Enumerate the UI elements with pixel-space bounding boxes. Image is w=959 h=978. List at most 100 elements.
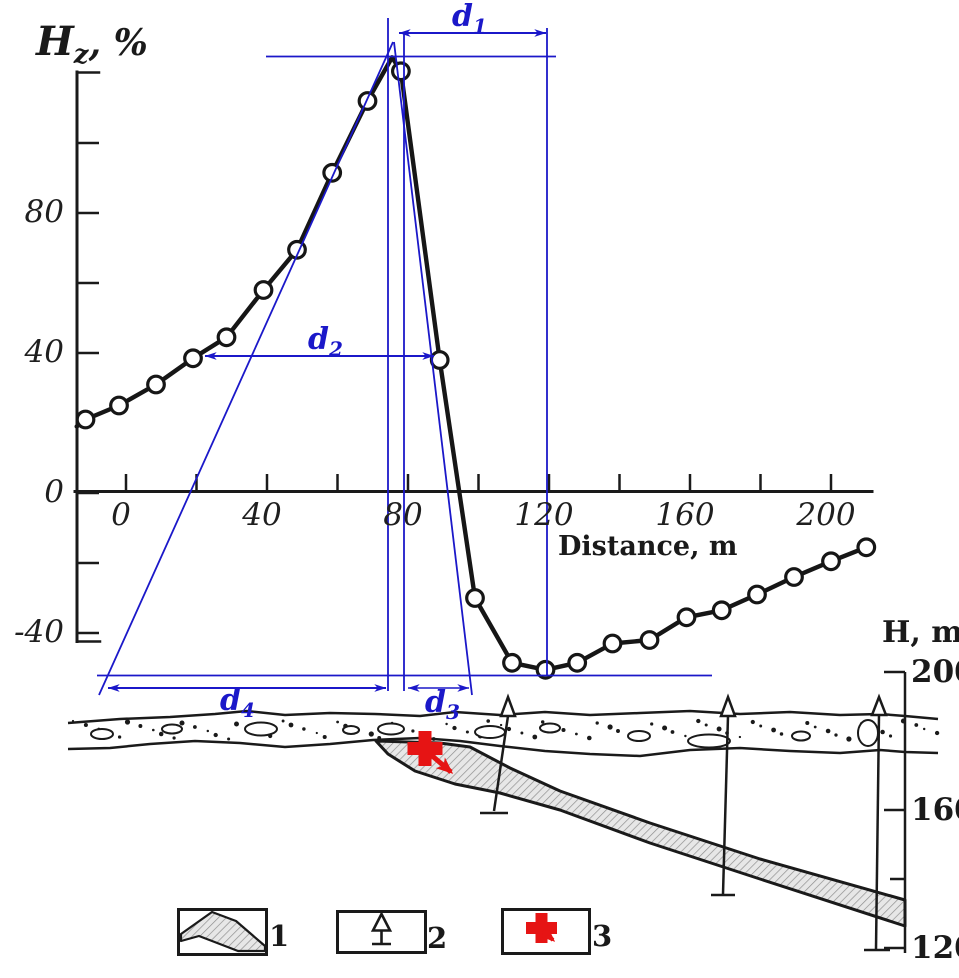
data-point-marker [357, 91, 378, 111]
borehole-2 [711, 693, 737, 897]
depth-tick-label-120: 120 [911, 930, 959, 966]
data-point-marker [711, 600, 732, 621]
hz-axes [73, 70, 874, 643]
data-point-marker [429, 350, 450, 370]
stipple-dot [315, 731, 318, 735]
hz-curve-group [74, 55, 877, 680]
soil-top-line [67, 709, 939, 725]
stipple-dot [368, 731, 374, 737]
stipple-dot [880, 729, 885, 735]
boreholes [480, 693, 890, 952]
x-tick-label-80: 80 [383, 497, 423, 533]
data-point-marker [602, 633, 623, 654]
dimension-label-d4: d4 [220, 683, 255, 722]
x-tick-label-40: 40 [242, 497, 282, 533]
y-axis-ticks [77, 141, 99, 635]
borehole-3 [864, 693, 890, 952]
cross-section [67, 670, 940, 953]
y-tick-label-80: 80 [24, 194, 64, 230]
dike-body [374, 739, 907, 928]
data-point-marker [216, 327, 237, 348]
y-axis-title-main: H [36, 18, 74, 65]
data-point-marker [391, 61, 411, 82]
stipple-dot [607, 724, 613, 730]
stipple-dot [575, 732, 578, 736]
dip-direction-arrow [428, 752, 454, 774]
stipple-dot [158, 731, 164, 737]
stipple-dot [377, 736, 382, 740]
legend-dike-swatch [179, 910, 267, 953]
stipple-dot [71, 719, 75, 723]
stipple-dot [561, 727, 566, 733]
stipple-dot [465, 730, 469, 734]
depth-axis-title: H, m [882, 615, 959, 650]
stipple-dot [595, 721, 599, 725]
stipple-dot [704, 723, 708, 727]
right-flank-tangent [393, 41, 473, 696]
stipple-dot [499, 723, 503, 727]
data-point-marker [676, 607, 697, 628]
stipple-dot [696, 718, 701, 724]
stipple-dot [540, 720, 545, 724]
x-tick-label-200: 200 [796, 497, 856, 533]
dimension-label-d1: d1 [452, 0, 487, 38]
stipple-dot [486, 719, 491, 723]
stipple-dot [83, 722, 88, 728]
construction-lines [97, 18, 712, 696]
stipple-dot [193, 725, 197, 729]
soil-bottom-line [67, 736, 939, 758]
stipple-dot [813, 725, 817, 729]
stipple-dot [336, 720, 339, 724]
legend [177, 908, 591, 956]
stipple-dot [227, 737, 231, 741]
stipple-dot [452, 725, 457, 731]
data-point-marker [75, 409, 96, 430]
data-point-marker [109, 395, 129, 416]
stipple-dot [716, 726, 722, 732]
data-point-marker [146, 374, 166, 395]
dimension-label-d2: d2 [308, 322, 343, 361]
stipple-dot [117, 735, 122, 739]
y-tick-label-0: 0 [44, 474, 64, 510]
x-tick-label-160: 160 [655, 497, 715, 533]
y-axis-title-subscript: z [73, 40, 89, 70]
stipple-dot [179, 720, 185, 726]
stipple-dot [670, 730, 675, 734]
stipple-dot [151, 728, 155, 732]
y-axis-title-unit: , % [88, 22, 148, 64]
stipple-dot [888, 734, 893, 738]
data-point-marker [567, 652, 588, 673]
data-point-marker [856, 537, 877, 558]
data-point-marker [747, 584, 767, 605]
x-tick-label-120: 120 [514, 497, 574, 533]
stipple-dot [411, 729, 415, 733]
depth-axis-ticks [884, 670, 905, 950]
stipple-dot [322, 734, 327, 740]
data-point-marker [784, 567, 804, 587]
stipple-dot [616, 729, 620, 733]
soil-pebbles [90, 719, 879, 749]
legend-item-2-borehole [336, 910, 427, 954]
stipple-dot [662, 725, 668, 731]
stipple-dot [914, 723, 919, 727]
legend-item-1-dike [177, 908, 268, 956]
stipple-dot [172, 736, 176, 740]
dimension-label-d3: d3 [425, 685, 460, 724]
stipple-dot [520, 731, 524, 735]
stipple-dot [771, 727, 776, 733]
stipple-dot [750, 719, 755, 725]
depth-tick-label-160: 160 [911, 792, 959, 828]
stipple-dot [206, 729, 210, 733]
stipple-dot [288, 722, 294, 728]
stipple-dot [779, 732, 784, 736]
stipple-dot [586, 735, 592, 741]
stipple-dot [124, 719, 131, 725]
legend-borehole-symbol [370, 911, 393, 946]
x-axis-title: Distance, m [558, 531, 738, 562]
data-point-marker [502, 652, 522, 673]
stipple-dot [922, 727, 926, 731]
stipple-dot [684, 734, 687, 738]
stipple-dot [834, 733, 838, 737]
